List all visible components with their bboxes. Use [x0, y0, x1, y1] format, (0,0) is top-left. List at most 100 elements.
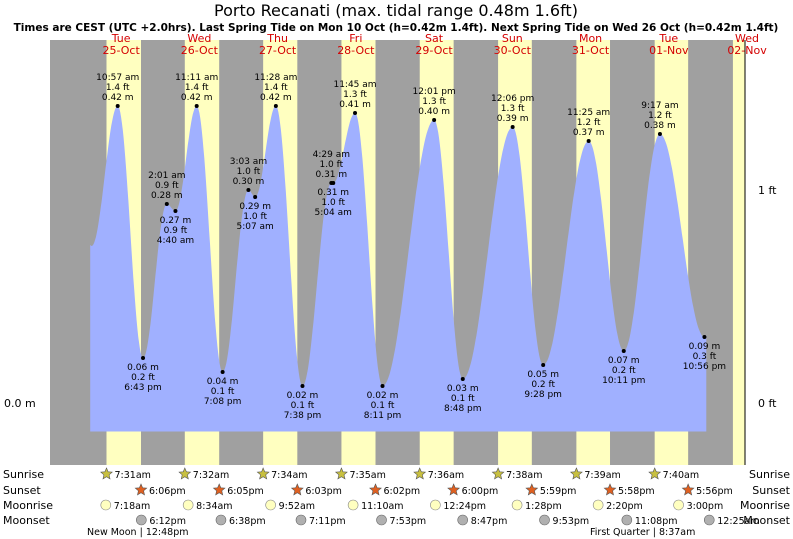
tide-extreme-label: 5:07 am [236, 222, 273, 232]
tide-extreme-label: 0.3 ft [693, 352, 717, 362]
sunrise-icon [413, 467, 427, 480]
moon-phase-first-quarter: First Quarter | 8:37am [590, 527, 695, 538]
tide-extreme-label: 11:25 am [567, 108, 610, 118]
moonset-time: 6:12pm [149, 516, 186, 527]
tide-extreme-point [246, 188, 251, 192]
day-label-date: 01-Nov [649, 44, 689, 57]
axes: 0.0 m 1 ft 0 ft [4, 184, 777, 410]
day-label-dow: Mon [579, 32, 602, 45]
tide-extreme-label: 0.30 m [233, 177, 265, 187]
tide-extreme-label: 0.9 ft [164, 226, 188, 236]
day-label-date: 30-Oct [494, 44, 532, 57]
tide-extreme-label: 8:48 pm [444, 404, 482, 414]
tide-extreme-point [380, 384, 385, 388]
moon-phase-new-moon: New Moon | 12:48pm [87, 527, 189, 538]
tide-extreme-label: 0.1 ft [291, 401, 315, 411]
sunrise-icon [491, 467, 505, 480]
tide-extreme-point [300, 384, 305, 388]
moonset-time: 11:08pm [635, 516, 678, 527]
tide-extreme-label: 0.03 m [447, 384, 479, 394]
moonset-icon [457, 514, 469, 526]
tide-extreme-label: 1.4 ft [264, 83, 288, 93]
tide-extreme-label: 0.41 m [339, 100, 371, 110]
tide-extreme-label: 0.42 m [181, 93, 213, 103]
moonset-time: 6:38pm [229, 516, 266, 527]
tide-extreme-label: 0.42 m [102, 93, 134, 103]
tide-extreme-label: 0.02 m [287, 391, 319, 401]
sunset-time: 5:56pm [696, 486, 733, 497]
tide-extreme-label: 5:04 am [315, 208, 352, 218]
axis-label-1ft: 1 ft [758, 184, 777, 197]
moonrise-time: 1:28pm [525, 501, 562, 512]
tide-extreme-label: 4:29 am [313, 150, 350, 160]
sunrise-icon [178, 467, 192, 480]
sunrise-time: 7:39am [584, 470, 620, 481]
row-label-sunset-left: Sunset [3, 484, 41, 497]
tide-extreme-point [194, 104, 199, 108]
tide-extreme-point [115, 104, 120, 108]
tide-extreme-label: 11:45 am [333, 80, 376, 90]
tide-extreme-label: 0.39 m [497, 114, 529, 124]
moonrise-icon [673, 499, 684, 511]
tide-extreme-label: 2:01 am [148, 171, 185, 181]
tide-extreme-label: 3:03 am [230, 157, 267, 167]
tide-extreme-point [253, 195, 258, 199]
tide-extreme-label: 1.3 ft [501, 104, 525, 114]
moonset-time: 12:25am [717, 516, 759, 527]
tide-extreme-label: 0.05 m [527, 370, 559, 380]
day-label-dow: Wed [735, 32, 759, 45]
moonset-icon [136, 514, 147, 526]
tide-extreme-point [432, 118, 437, 122]
day-label-date: 25-Oct [102, 44, 140, 57]
sunset-icon [681, 483, 695, 496]
tide-extreme-label: 1.0 ft [319, 160, 343, 170]
day-label-date: 31-Oct [572, 44, 610, 57]
row-label-sunrise-right: Sunrise [749, 468, 790, 481]
tide-extreme-label: 0.29 m [239, 202, 271, 212]
moonrise-time: 2:20pm [606, 501, 643, 512]
chart-subtitle: Times are CEST (UTC +2.0hrs). Last Sprin… [14, 22, 779, 34]
tide-extreme-label: 0.1 ft [371, 401, 395, 411]
tide-extreme-label: 4:40 am [157, 236, 194, 246]
day-label-dow: Tue [111, 32, 131, 45]
tide-extreme-label: 0.31 m [315, 170, 347, 180]
sunrise-time: 7:40am [663, 470, 699, 481]
sunset-time: 6:00pm [462, 486, 499, 497]
moonset-icon [215, 514, 227, 526]
tide-extreme-point [164, 202, 169, 206]
row-label-moonset-left: Moonset [3, 514, 50, 527]
tide-extreme-label: 1.4 ft [106, 83, 130, 93]
moonrise-time: 7:18am [114, 501, 150, 512]
tide-extreme-label: 0.9 ft [155, 181, 179, 191]
tide-extreme-point [702, 335, 707, 339]
tide-extreme-label: 1.2 ft [648, 111, 672, 121]
tide-extreme-label: 0.2 ft [612, 366, 636, 376]
tide-extreme-label: 11:28 am [254, 73, 297, 83]
moonset-time: 8:47pm [471, 516, 508, 527]
tide-extreme-label: 1.3 ft [343, 90, 367, 100]
sunset-time: 6:06pm [149, 486, 186, 497]
day-label-date: 29-Oct [415, 44, 453, 57]
moonrise-icon [430, 499, 441, 511]
moonrise-icon [100, 499, 112, 511]
day-label-dow: Sat [425, 32, 444, 45]
sunset-time: 5:58pm [618, 486, 655, 497]
sunset-time: 5:59pm [540, 486, 577, 497]
sun-moon-rows: Sunrise Sunset Moonrise Moonset Sunrise … [3, 467, 791, 538]
tide-extreme-label: 0.1 ft [451, 394, 475, 404]
moonrise-time: 3:00pm [687, 501, 724, 512]
tide-extreme-point [541, 363, 546, 367]
sunset-time: 6:03pm [305, 486, 342, 497]
tide-extreme-point [173, 209, 178, 213]
axis-label-0m: 0.0 m [4, 397, 36, 410]
sunrise-icon [648, 467, 662, 480]
tide-extreme-label: 9:17 am [641, 101, 678, 111]
sunset-icon [525, 483, 539, 496]
sunrise-time: 7:35am [349, 470, 385, 481]
tide-extreme-label: 0.31 m [317, 188, 349, 198]
tide-extreme-label: 1.0 ft [321, 198, 345, 208]
tide-extreme-label: 0.2 ft [131, 373, 155, 383]
tide-extreme-point [586, 139, 591, 143]
tide-extreme-label: 0.2 ft [531, 380, 555, 390]
tide-extreme-label: 6:43 pm [124, 383, 162, 393]
